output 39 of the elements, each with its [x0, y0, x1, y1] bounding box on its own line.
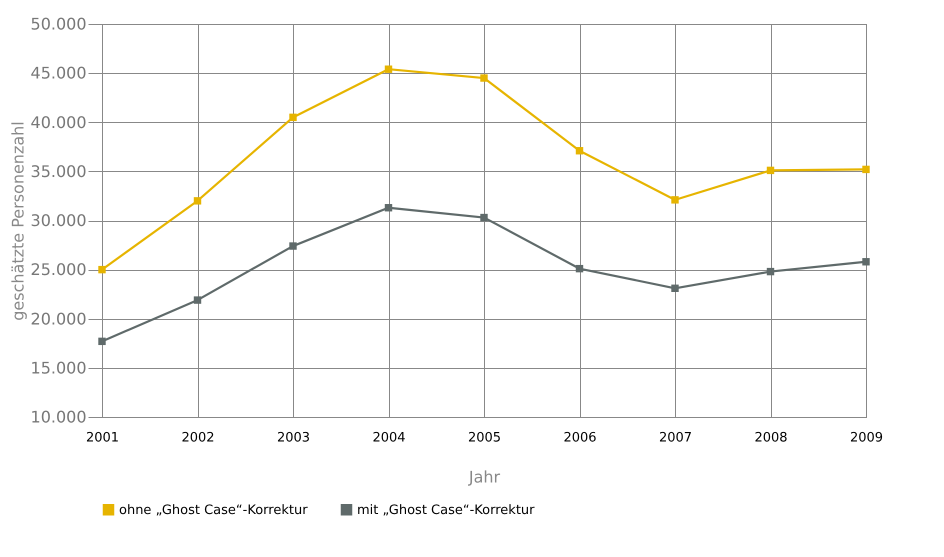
point [384, 204, 392, 212]
y-tick-label: 10.000 [30, 408, 86, 426]
y-tick-label: 25.000 [30, 260, 86, 280]
x-tick-label: 2006 [563, 430, 597, 446]
point [862, 166, 870, 174]
x-tick-label: 2007 [658, 430, 692, 446]
x-tick-label: 2009 [850, 430, 884, 446]
x-tick-label: 2008 [754, 430, 788, 446]
point [194, 296, 202, 304]
y-tick-label: 50.000 [30, 14, 86, 34]
point [671, 196, 679, 204]
x-tick-label: 2004 [372, 430, 406, 446]
point [766, 166, 774, 174]
y-tick-label: 30.000 [30, 211, 86, 230]
point [671, 284, 679, 292]
point [98, 266, 106, 274]
x-tick-label: 2005 [468, 430, 502, 446]
y-tick-label: 35.000 [30, 162, 86, 181]
point [289, 242, 297, 250]
point [98, 338, 106, 346]
x-tick-label: 2003 [276, 430, 310, 446]
x-tick-label: 2001 [86, 430, 120, 446]
point [576, 264, 584, 272]
legend-label: ohne „Ghost Case“-Korrektur [119, 502, 308, 518]
y-tick-label: 20.000 [30, 309, 86, 328]
point [289, 114, 297, 122]
y-tick-label: 40.000 [30, 112, 86, 132]
y-axis-title: geschätzte Personenzahl [8, 121, 28, 321]
point [384, 65, 392, 73]
point [194, 197, 202, 205]
y-tick-label: 15.000 [30, 358, 86, 378]
x-axis-title: Jahr [468, 468, 501, 486]
point [576, 147, 584, 154]
point [480, 214, 488, 222]
x-tick-label: 2002 [181, 430, 215, 446]
y-tick-label: 45.000 [30, 64, 86, 83]
legend-label: mit „Ghost Case“-Korrektur [357, 502, 536, 518]
point [862, 258, 870, 266]
point [766, 268, 774, 276]
